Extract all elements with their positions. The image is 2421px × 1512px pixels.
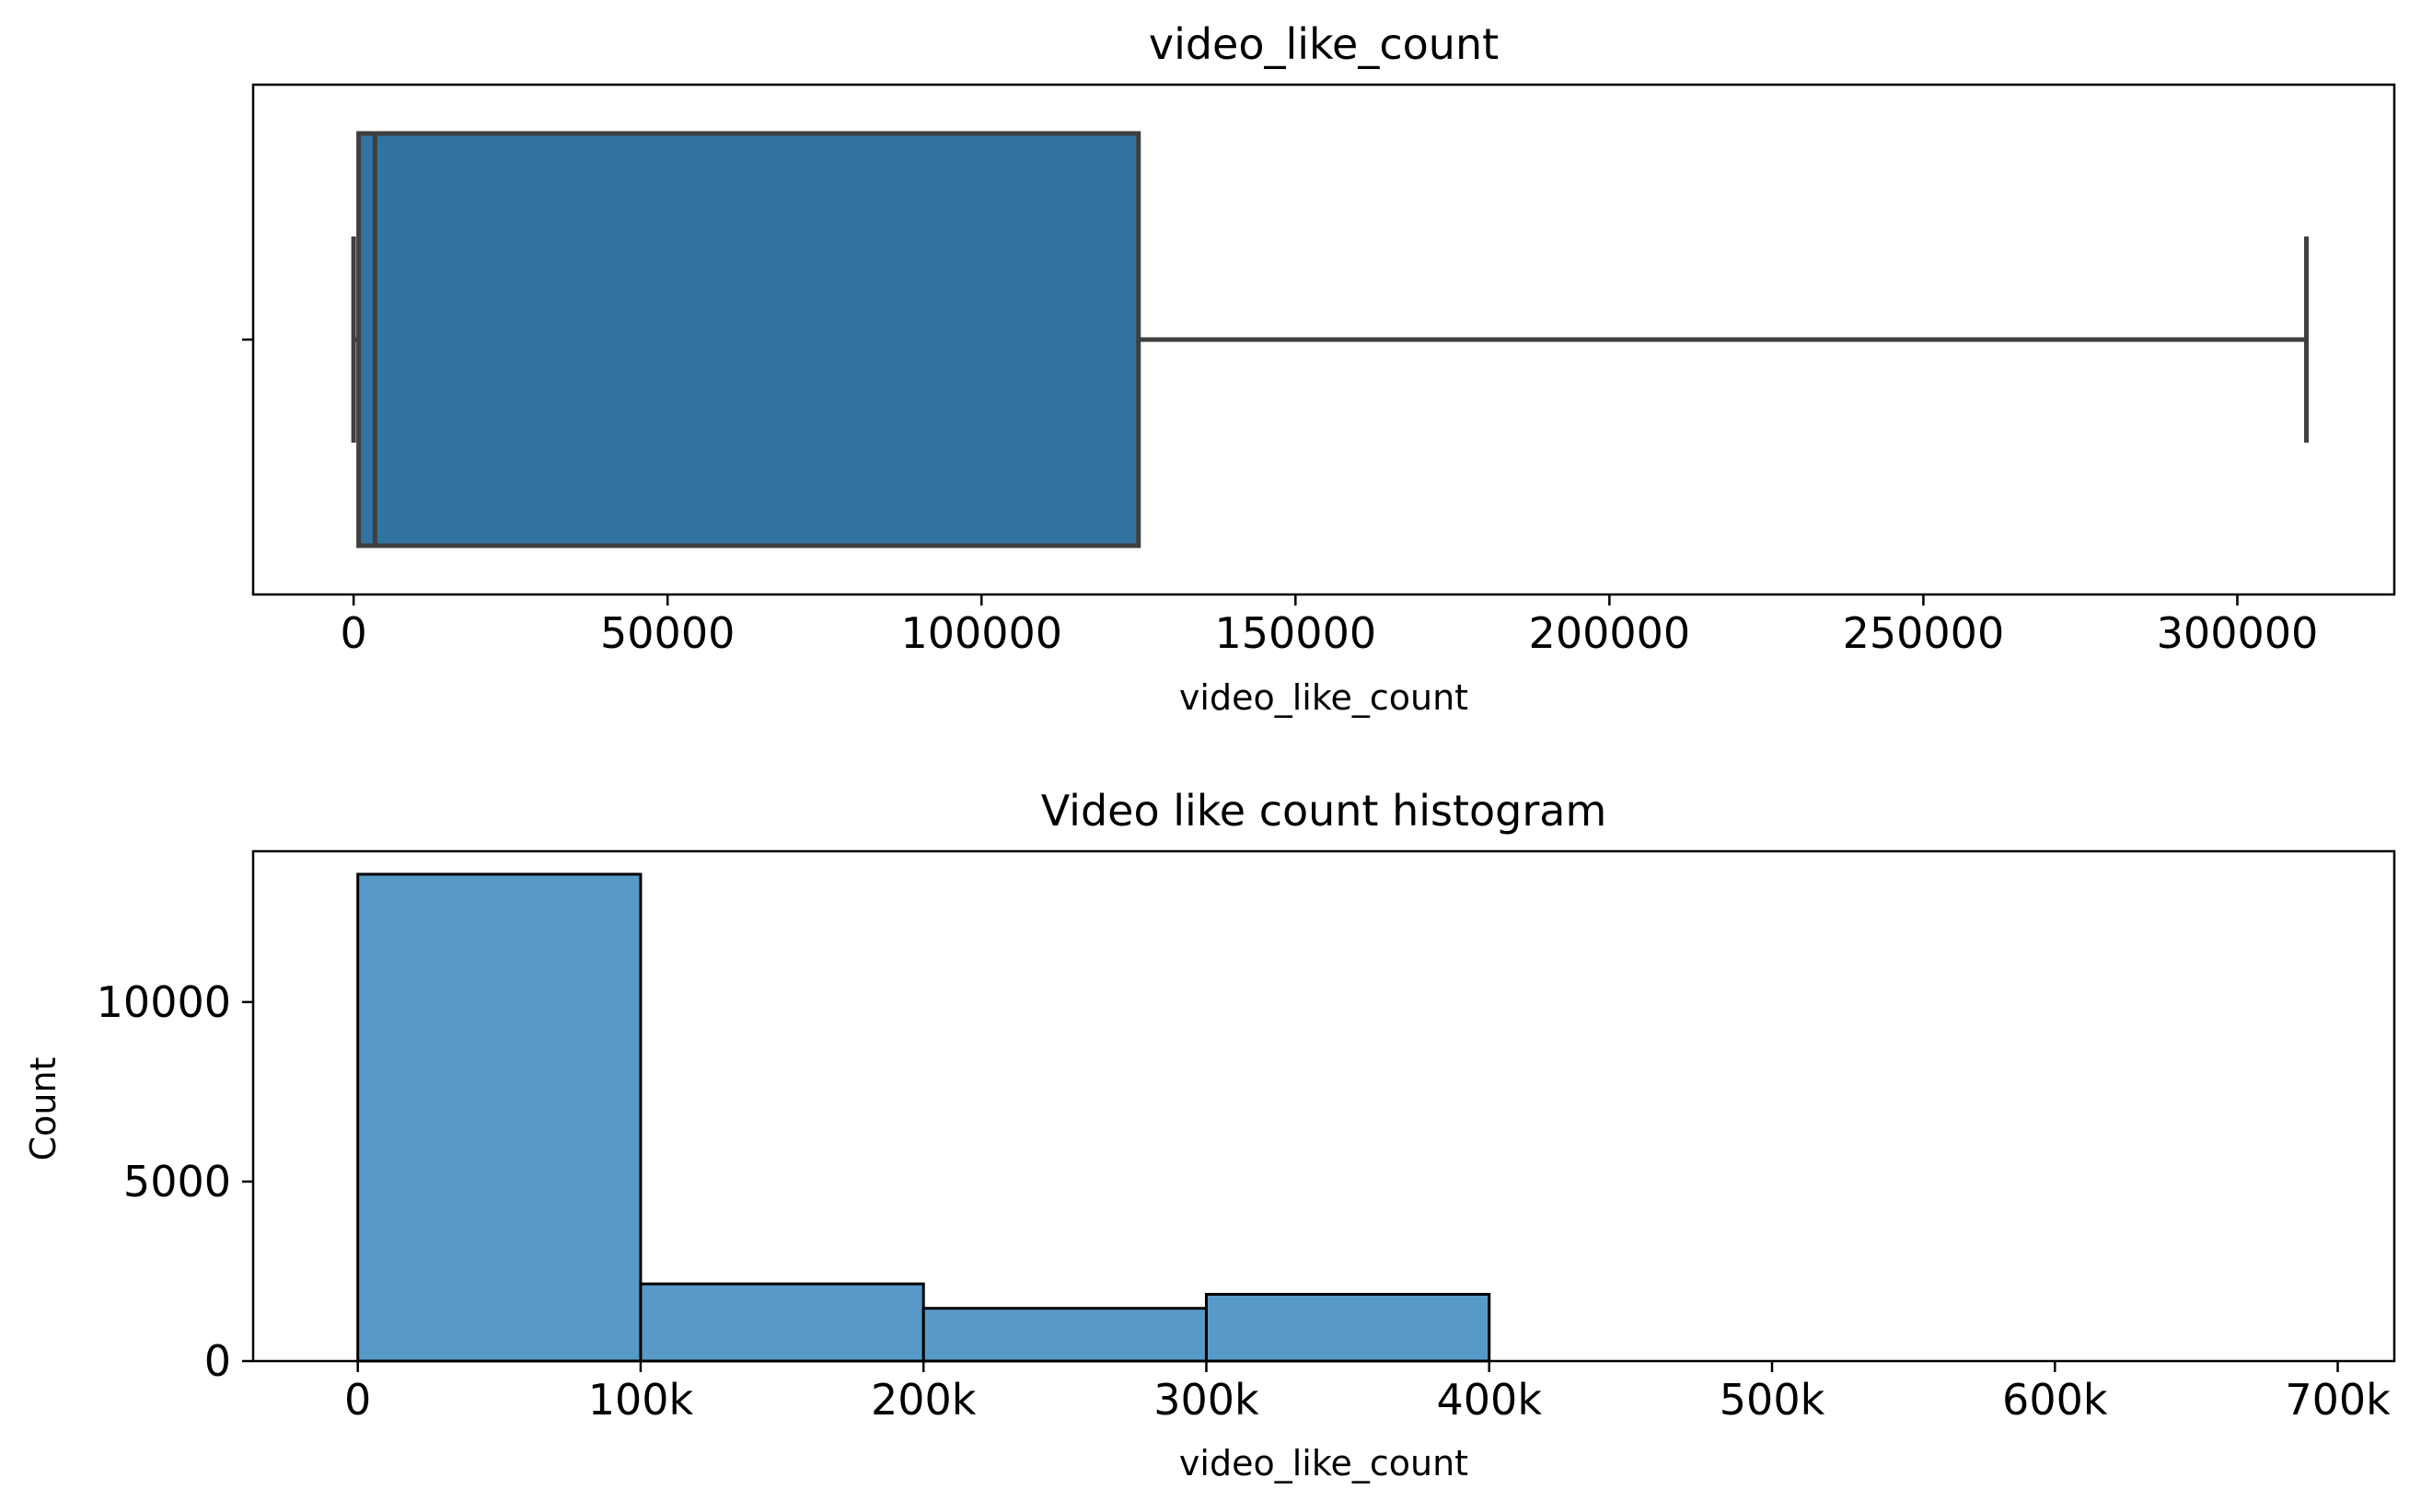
boxplot-x-tick-label: 200000 xyxy=(1529,608,1691,658)
histogram-x-tick-label: 300k xyxy=(1153,1375,1259,1425)
histogram-y-tick-label: 5000 xyxy=(123,1157,231,1206)
histogram-panel: Video like count histogram 0 100k 200k 300k… xyxy=(23,786,2396,1483)
boxplot-x-tick-label: 250000 xyxy=(1843,608,2005,658)
histogram-bar xyxy=(639,1282,925,1363)
histogram-y-ticks: 0 5000 10000 xyxy=(97,977,253,1386)
histogram-y-tick-label: 0 xyxy=(204,1336,231,1386)
boxplot-box xyxy=(356,131,1141,548)
boxplot-title: video_like_count xyxy=(1149,19,1499,69)
boxplot-x-tick-label: 50000 xyxy=(600,608,735,658)
histogram-x-tick-label: 100k xyxy=(588,1375,694,1425)
histogram-x-axis-label: video_like_count xyxy=(1179,1443,1468,1483)
histogram-x-tick-label: 600k xyxy=(2002,1375,2108,1425)
histogram-title: Video like count histogram xyxy=(1041,786,1607,836)
histogram-y-axis-label: Count xyxy=(23,1057,64,1161)
boxplot-x-tick-label: 300000 xyxy=(2157,608,2319,658)
boxplot-x-axis-label: video_like_count xyxy=(1179,677,1468,718)
histogram-bar xyxy=(356,872,643,1363)
histogram-x-tick-label: 0 xyxy=(344,1375,371,1425)
histogram-x-tick-label: 400k xyxy=(1437,1375,1543,1425)
histogram-bar xyxy=(1204,1292,1491,1363)
boxplot-panel: video_like_count 0 50000 100000 150000 20000… xyxy=(242,19,2396,718)
histogram-plot-area xyxy=(251,849,2396,1363)
boxplot-plot-area xyxy=(242,83,2396,596)
boxplot-x-tick-label: 0 xyxy=(340,608,366,658)
boxplot-x-tick-label: 100000 xyxy=(900,608,1062,658)
histogram-y-tick-label: 10000 xyxy=(97,977,231,1027)
histogram-x-tick-label: 500k xyxy=(1720,1375,1825,1425)
histogram-x-tick-label: 200k xyxy=(871,1375,977,1425)
histogram-axes-frame xyxy=(251,849,2396,1363)
histogram-bar xyxy=(921,1307,1208,1363)
boxplot-x-tick-label: 150000 xyxy=(1215,608,1377,658)
boxplot-x-ticks: 0 50000 100000 150000 200000 250000 300000 xyxy=(340,594,2318,658)
histogram-x-ticks: 0 100k 200k 300k 400k 500k 600k 700k xyxy=(344,1361,2391,1425)
histogram-x-tick-label: 700k xyxy=(2285,1375,2391,1425)
